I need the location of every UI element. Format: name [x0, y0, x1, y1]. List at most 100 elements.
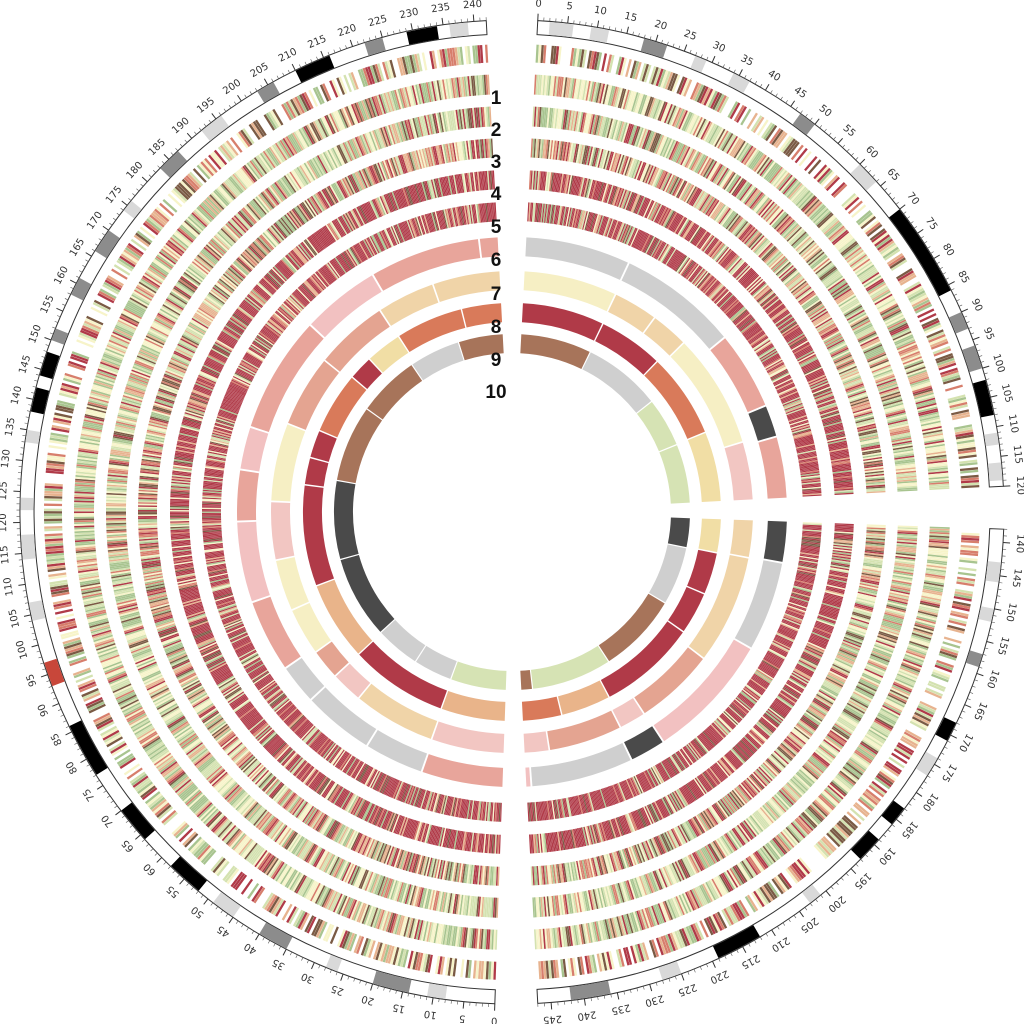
heat-cell — [910, 380, 931, 388]
heat-cell — [596, 148, 603, 168]
heat-cell — [769, 127, 782, 145]
heat-cell — [105, 348, 125, 358]
heat-cell — [123, 249, 140, 262]
heat-cell — [674, 254, 687, 272]
heat-cell — [630, 811, 640, 830]
heat-cell — [951, 605, 970, 612]
heat-cell — [771, 643, 789, 653]
heat-cell — [624, 814, 633, 833]
heat-cell — [651, 871, 660, 891]
heat-cell — [270, 897, 282, 915]
heat-cell — [221, 143, 235, 159]
heat-cell — [884, 762, 901, 775]
heat-cell — [191, 797, 208, 813]
heat-cell — [779, 219, 795, 236]
heat-cell — [766, 652, 784, 663]
heat-cell — [811, 633, 830, 642]
heat-cell — [529, 202, 532, 222]
heat-cell — [564, 862, 569, 882]
heat-cell — [717, 292, 732, 307]
heat-cell — [604, 150, 612, 170]
heat-cell — [192, 211, 209, 226]
heat-cell — [451, 47, 457, 66]
heat-cell — [821, 602, 841, 610]
heat-cell — [611, 220, 619, 239]
heat-cell — [550, 960, 555, 979]
heat-cell — [922, 319, 940, 330]
heat-cell — [574, 48, 580, 67]
heat-cell — [778, 387, 797, 397]
heat-cell — [693, 778, 706, 795]
heat-cell — [533, 866, 537, 886]
heat-cell — [906, 366, 926, 375]
heat-cell — [696, 776, 709, 793]
heat-cell — [803, 713, 820, 726]
heat-cell — [722, 297, 737, 312]
heat-cell — [802, 526, 822, 530]
heat-cell — [660, 208, 670, 226]
heat-cell — [737, 694, 754, 708]
heat-cell — [736, 265, 751, 281]
heat-cell — [961, 535, 980, 539]
heat-cell — [308, 89, 319, 107]
heat-cell — [74, 528, 95, 532]
heat-cell — [874, 234, 891, 247]
heat-cell — [829, 669, 848, 679]
heat-cell — [562, 830, 567, 850]
heat-cell — [148, 794, 164, 809]
heat-cell — [649, 98, 658, 118]
heat-cell — [219, 144, 233, 161]
heat-cell — [175, 230, 193, 245]
heat-cell — [742, 821, 756, 838]
heat-cell — [621, 224, 630, 243]
heat-cell — [911, 716, 929, 727]
heat-cell — [759, 159, 773, 177]
heat-cell — [855, 325, 874, 337]
heat-cell — [911, 296, 929, 308]
heat-cell — [196, 802, 213, 818]
heat-cell — [858, 588, 878, 595]
heat-cell — [675, 896, 685, 916]
heat-cell — [107, 672, 127, 682]
heat-cell — [64, 644, 83, 652]
heat-cell — [567, 142, 572, 162]
heat-cell — [869, 359, 889, 369]
heat-cell — [47, 565, 66, 570]
heat-cell — [860, 216, 877, 230]
heat-cell — [846, 811, 862, 825]
heat-cell — [738, 317, 754, 330]
heat-cell — [828, 575, 848, 581]
heat-cell — [138, 730, 157, 743]
heat-cell — [924, 438, 945, 444]
heat-cell — [643, 130, 652, 150]
heat-cell — [124, 306, 143, 318]
heat-cell — [699, 194, 711, 211]
heat-cell — [785, 783, 801, 799]
heat-cell — [733, 104, 745, 122]
heat-cell — [847, 627, 866, 635]
heat-cell — [819, 407, 839, 415]
heat-cell — [630, 228, 639, 247]
heat-cell — [867, 353, 887, 363]
heat-cell — [658, 171, 668, 190]
heat-cell — [731, 260, 746, 276]
heat-cell — [76, 460, 97, 465]
heat-cell — [120, 314, 139, 326]
heat-cell — [587, 922, 593, 943]
heat-cell — [832, 725, 850, 739]
heat-cell — [821, 791, 838, 807]
heat-cell — [608, 54, 615, 73]
heat-cell — [136, 230, 153, 244]
heat-cell — [538, 961, 542, 980]
heat-cell — [851, 694, 870, 706]
heat-cell — [564, 798, 570, 817]
heat-cell — [952, 600, 971, 607]
heat-cell — [771, 308, 788, 321]
heat-cell — [92, 633, 113, 641]
heat-cell — [798, 456, 818, 461]
heat-cell — [606, 853, 613, 873]
heat-cell — [773, 700, 790, 714]
heat-cell — [253, 887, 266, 904]
heat-cell — [597, 823, 605, 842]
heat-cell — [731, 789, 745, 806]
